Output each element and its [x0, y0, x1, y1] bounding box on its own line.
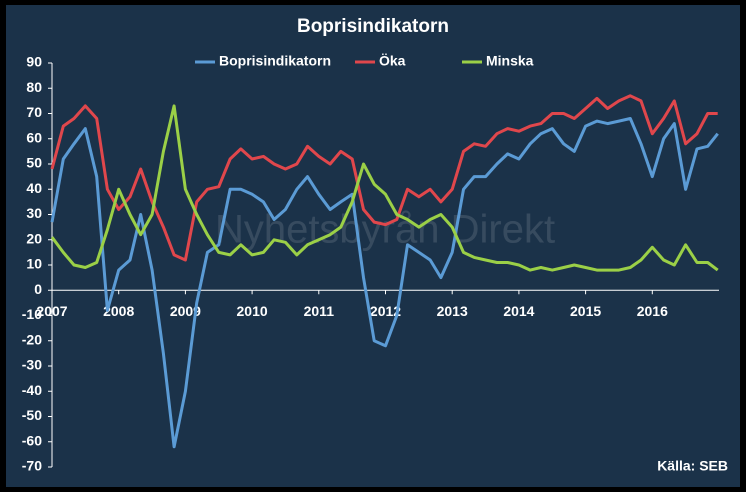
background	[6, 5, 740, 487]
x-tick-label: 2007	[36, 303, 67, 319]
y-tick-label: -10	[22, 306, 42, 322]
y-tick-label: -70	[22, 458, 42, 474]
y-tick-label: -20	[22, 331, 42, 347]
y-tick-label: 50	[26, 155, 42, 171]
chart-title: Boprisindikatorn	[297, 16, 449, 37]
y-tick-label: -40	[22, 382, 42, 398]
y-tick-label: 80	[26, 79, 42, 95]
x-tick-label: 2009	[170, 303, 201, 319]
y-tick-label: 90	[26, 54, 42, 70]
x-tick-label: 2012	[370, 303, 401, 319]
y-tick-label: 60	[26, 129, 42, 145]
y-tick-label: 10	[26, 256, 42, 272]
x-tick-label: 2015	[570, 303, 601, 319]
series-line	[50, 94, 718, 262]
x-tick-label: 2013	[437, 303, 468, 319]
y-tick-label: 20	[26, 230, 42, 246]
watermark: Nyhetsbyrån Direkt	[215, 208, 555, 252]
legend-label: Öka	[379, 53, 406, 69]
series-line	[50, 104, 719, 272]
y-tick-label: 40	[26, 180, 42, 196]
x-tick-label: 2016	[637, 303, 668, 319]
y-tick-label: 0	[34, 281, 42, 297]
x-tick-label: 2010	[237, 303, 268, 319]
y-tick-label: -60	[22, 432, 42, 448]
series-line	[50, 117, 719, 449]
legend-label: Boprisindikatorn	[219, 53, 331, 69]
x-tick-label: 2008	[103, 303, 134, 319]
y-tick-label: 30	[26, 205, 42, 221]
y-tick-label: -30	[22, 357, 42, 373]
x-tick-label: 2014	[503, 303, 534, 319]
x-tick-label: 2011	[304, 303, 335, 319]
y-tick-label: 70	[26, 104, 42, 120]
y-tick-label: -50	[22, 407, 42, 423]
legend-label: Minska	[486, 53, 534, 69]
source: Källa: SEB	[657, 458, 728, 474]
